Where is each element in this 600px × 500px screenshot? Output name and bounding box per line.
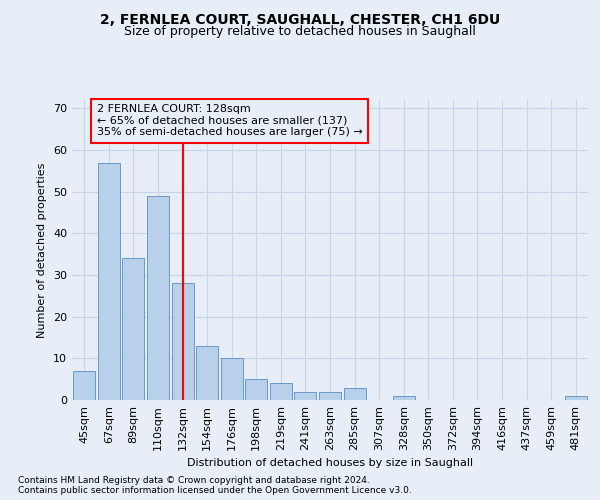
Bar [270, 384, 292, 400]
Text: 2, FERNLEA COURT, SAUGHALL, CHESTER, CH1 6DU: 2, FERNLEA COURT, SAUGHALL, CHESTER, CH1… [100, 12, 500, 26]
Y-axis label: Number of detached properties: Number of detached properties [37, 162, 47, 338]
Bar [122, 258, 145, 400]
Bar [319, 392, 341, 400]
Bar [221, 358, 243, 400]
Bar [172, 284, 194, 400]
Text: 2 FERNLEA COURT: 128sqm
← 65% of detached houses are smaller (137)
35% of semi-d: 2 FERNLEA COURT: 128sqm ← 65% of detache… [97, 104, 362, 138]
Text: Contains HM Land Registry data © Crown copyright and database right 2024.: Contains HM Land Registry data © Crown c… [18, 476, 370, 485]
Bar [73, 371, 95, 400]
Bar [196, 346, 218, 400]
Bar [147, 196, 169, 400]
Bar [565, 396, 587, 400]
Bar [245, 379, 268, 400]
Bar [98, 162, 120, 400]
Bar [392, 396, 415, 400]
Bar [295, 392, 316, 400]
Text: Size of property relative to detached houses in Saughall: Size of property relative to detached ho… [124, 25, 476, 38]
Bar [344, 388, 365, 400]
Text: Contains public sector information licensed under the Open Government Licence v3: Contains public sector information licen… [18, 486, 412, 495]
X-axis label: Distribution of detached houses by size in Saughall: Distribution of detached houses by size … [187, 458, 473, 468]
